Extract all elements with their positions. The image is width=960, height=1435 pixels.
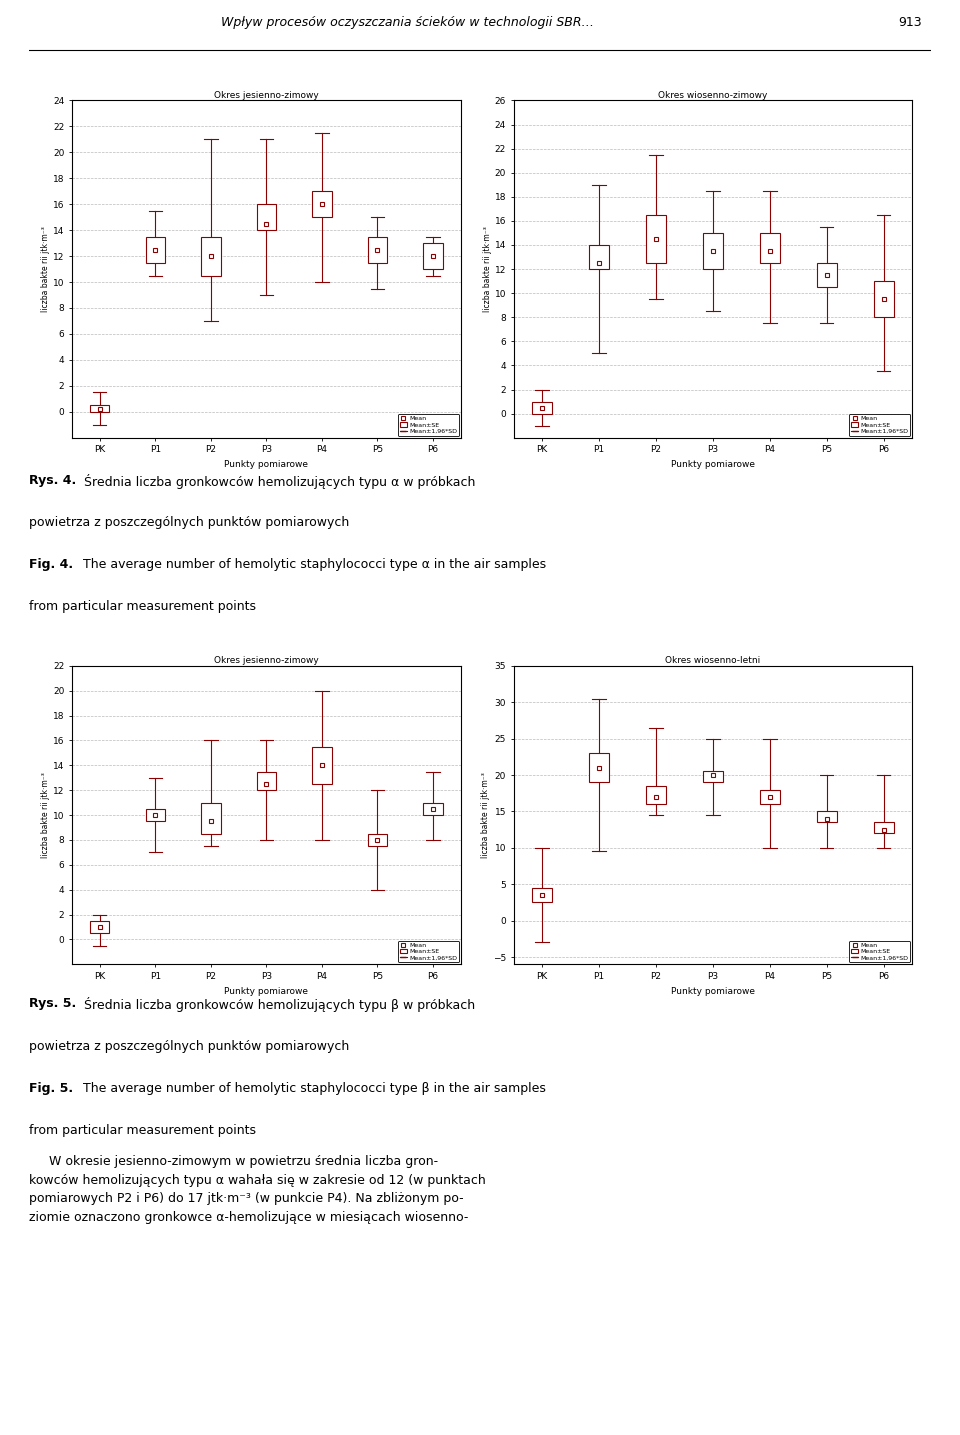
Bar [202,237,221,276]
Bar [703,772,723,782]
Bar [646,215,666,263]
Text: Fig. 4.: Fig. 4. [29,558,73,571]
Bar [423,802,443,815]
Bar [703,232,723,270]
Title: Okres jesienno-zimowy: Okres jesienno-zimowy [214,90,319,99]
Bar [256,772,276,791]
Bar [256,204,276,230]
X-axis label: Punkty pomiarowe: Punkty pomiarowe [225,459,308,469]
Bar [368,834,387,847]
Y-axis label: liczba bakte rii jtk·m⁻³: liczba bakte rii jtk·m⁻³ [481,772,490,858]
Bar [646,786,666,804]
Bar [90,921,109,933]
Bar [759,232,780,263]
Legend: Mean, Mean±SE, Mean±1,96*SD: Mean, Mean±SE, Mean±1,96*SD [397,941,459,963]
Bar [759,789,780,804]
Title: Okres wiosenno-letni: Okres wiosenno-letni [665,656,760,664]
Legend: Mean, Mean±SE, Mean±1,96*SD: Mean, Mean±SE, Mean±1,96*SD [397,415,459,436]
Text: Rys. 4.: Rys. 4. [29,474,76,486]
X-axis label: Punkty pomiarowe: Punkty pomiarowe [225,986,308,996]
Y-axis label: liczba bakte rii jtk·m⁻³: liczba bakte rii jtk·m⁻³ [41,227,50,311]
X-axis label: Punkty pomiarowe: Punkty pomiarowe [671,459,755,469]
Legend: Mean, Mean±SE, Mean±1,96*SD: Mean, Mean±SE, Mean±1,96*SD [849,941,910,963]
Bar [817,263,836,287]
Text: Średnia liczba gronkowców hemolizujących typu α w próbkach: Średnia liczba gronkowców hemolizujących… [81,474,475,488]
Text: The average number of hemolytic staphylococci type β in the air samples: The average number of hemolytic staphylo… [80,1082,546,1095]
Text: 913: 913 [899,16,923,29]
Text: Fig. 5.: Fig. 5. [29,1082,73,1095]
Bar [368,237,387,263]
Bar [312,191,331,217]
Text: from particular measurement points: from particular measurement points [29,600,255,613]
Bar [90,405,109,412]
Text: The average number of hemolytic staphylococci type α in the air samples: The average number of hemolytic staphylo… [80,558,546,571]
Text: powietrza z poszczególnych punktów pomiarowych: powietrza z poszczególnych punktów pomia… [29,1039,349,1052]
Text: Wpływ procesów oczyszczania ścieków w technologii SBR…: Wpływ procesów oczyszczania ścieków w te… [222,16,594,29]
X-axis label: Punkty pomiarowe: Punkty pomiarowe [671,986,755,996]
Bar [589,245,609,270]
Text: W okresie jesienno-zimowym w powietrzu średnia liczba gron-
kowców hemolizującyc: W okresie jesienno-zimowym w powietrzu ś… [29,1155,486,1224]
Text: Rys. 5.: Rys. 5. [29,997,76,1010]
Text: from particular measurement points: from particular measurement points [29,1124,255,1137]
Bar [312,746,331,784]
Title: Okres jesienno-zimowy: Okres jesienno-zimowy [214,656,319,664]
Bar [874,822,894,834]
Legend: Mean, Mean±SE, Mean±1,96*SD: Mean, Mean±SE, Mean±1,96*SD [849,415,910,436]
Bar [146,237,165,263]
Y-axis label: liczba bakte rii jtk·m⁻³: liczba bakte rii jtk·m⁻³ [483,227,492,311]
Text: powietrza z poszczególnych punktów pomiarowych: powietrza z poszczególnych punktów pomia… [29,515,349,528]
Bar [423,243,443,270]
Bar [874,281,894,317]
Y-axis label: liczba bakte rii jtk·m⁻³: liczba bakte rii jtk·m⁻³ [41,772,50,858]
Bar [202,802,221,834]
Text: Średnia liczba gronkowców hemolizujących typu β w próbkach: Średnia liczba gronkowców hemolizujących… [81,997,475,1012]
Bar [589,753,609,782]
Bar [817,811,836,822]
Bar [532,402,552,413]
Title: Okres wiosenno-zimowy: Okres wiosenno-zimowy [659,90,767,99]
Bar [146,809,165,821]
Bar [532,888,552,903]
